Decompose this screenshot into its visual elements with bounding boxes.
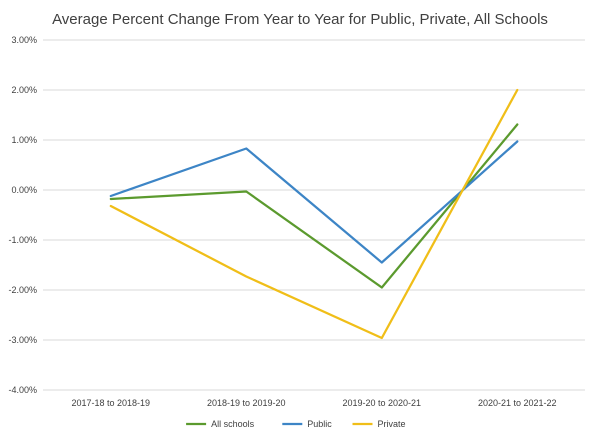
legend-item-all-schools: All schools	[186, 419, 255, 429]
y-tick-label: 2.00%	[11, 85, 37, 95]
legend-label: All schools	[211, 419, 255, 429]
y-tick-label: -2.00%	[8, 285, 37, 295]
legend-label: Private	[378, 419, 406, 429]
series-line-private	[109, 88, 519, 340]
x-tick-label: 2018-19 to 2019-20	[207, 398, 286, 408]
y-tick-label: 0.00%	[11, 185, 37, 195]
x-tick-label: 2017-18 to 2018-19	[71, 398, 150, 408]
gridlines	[43, 39, 585, 391]
x-tick-label: 2019-20 to 2020-21	[342, 398, 421, 408]
y-tick-label: 3.00%	[11, 35, 37, 45]
y-tick-label: -1.00%	[8, 235, 37, 245]
legend-item-public: Public	[282, 419, 332, 429]
legend-label: Public	[307, 419, 332, 429]
series-lines	[109, 88, 519, 340]
y-tick-label: -3.00%	[8, 335, 37, 345]
legend: All schools Public Private	[186, 419, 406, 429]
x-tick-label: 2020-21 to 2021-22	[478, 398, 557, 408]
y-tick-label: 1.00%	[11, 135, 37, 145]
series-line-all-schools	[109, 123, 519, 289]
chart-title: Average Percent Change From Year to Year…	[52, 11, 548, 28]
series-line-public	[109, 140, 519, 264]
y-tick-label: -4.00%	[8, 385, 37, 395]
y-axis: 3.00% 2.00% 1.00% 0.00% -1.00% -2.00% -3.00% -4…	[8, 35, 37, 395]
legend-item-private: Private	[352, 419, 406, 429]
x-axis: 2017-18 to 2018-19 2018-19 to 2019-20 2019…	[71, 398, 556, 408]
